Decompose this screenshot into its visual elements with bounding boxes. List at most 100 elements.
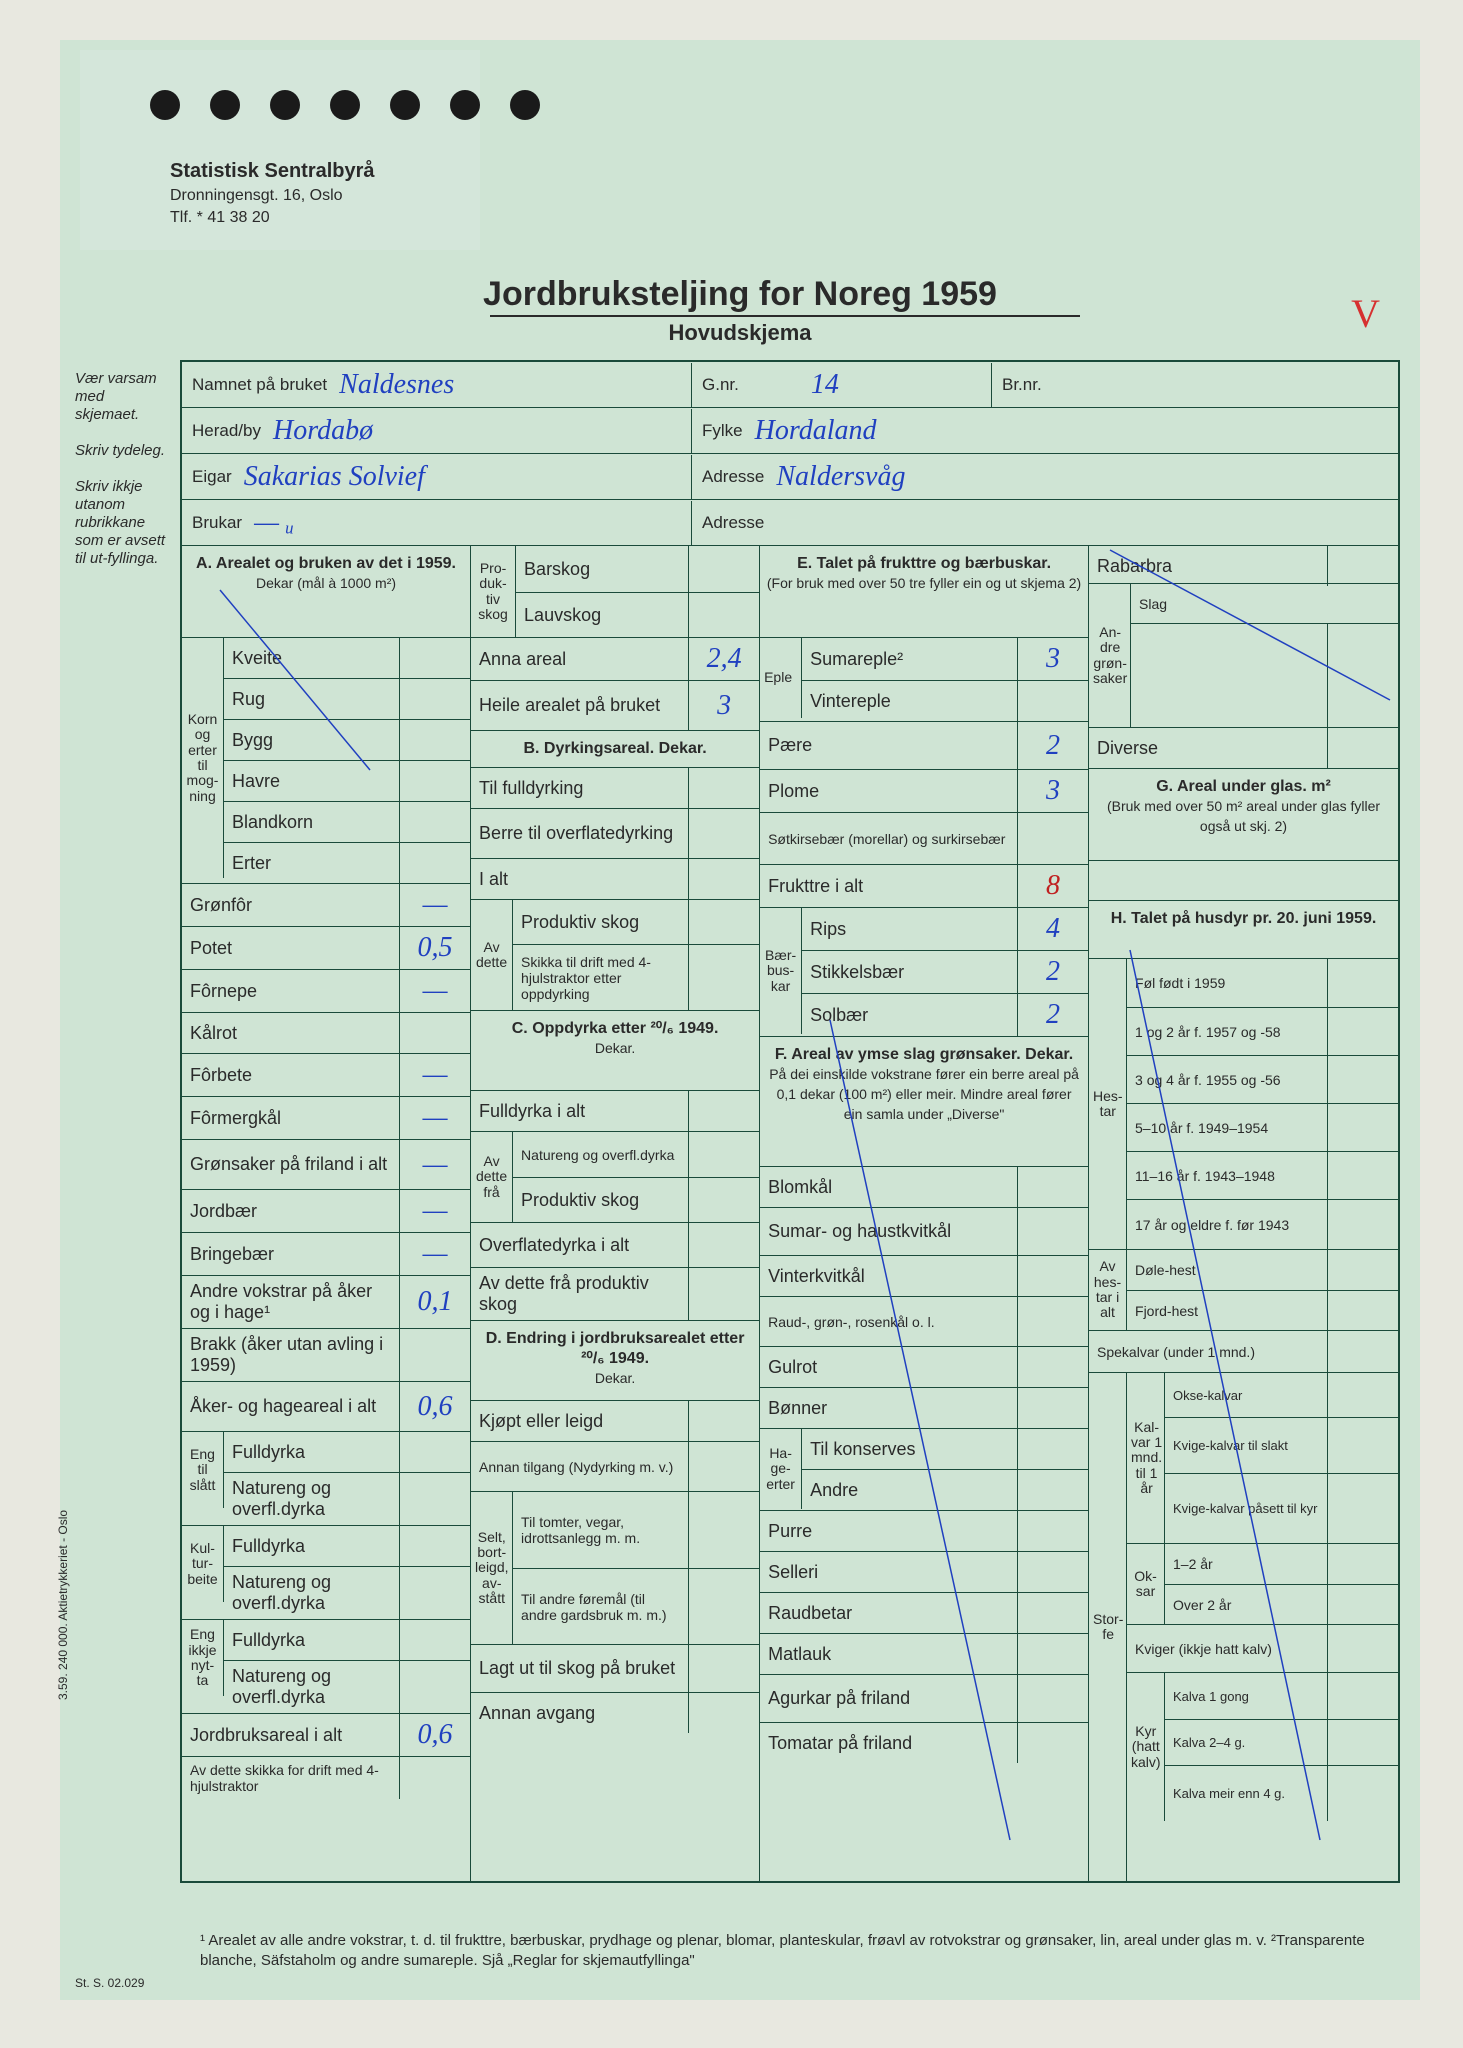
fol: Føl født i 1959 — [1127, 959, 1328, 1007]
gronfor-val: — — [400, 884, 470, 926]
til-full: Til fulldyrking — [471, 768, 689, 808]
selleri: Selleri — [760, 1552, 1018, 1592]
jordbruk-alt-val: 0,6 — [400, 1714, 470, 1756]
org-phone: Tlf. * 41 38 20 — [170, 209, 375, 227]
fornepe: Fôrnepe — [182, 970, 400, 1012]
checkmark: V — [1351, 290, 1380, 337]
jordbaer: Jordbær — [182, 1190, 400, 1232]
gronfor: Grønfôr — [182, 884, 400, 926]
havre: Havre — [224, 761, 400, 801]
b-ialt: I alt — [471, 859, 689, 899]
sec-f-title: F. Areal av ymse slag grønsaker. Dekar. — [775, 1046, 1073, 1063]
spekalvar: Spekalvar (under 1 mnd.) — [1089, 1331, 1328, 1372]
bonner: Bønner — [760, 1388, 1018, 1428]
barskog: Barskog — [516, 546, 689, 592]
formergkal: Fôrmergkål — [182, 1097, 400, 1139]
col-a: A. Arealet og bruken av det i 1959.Dekar… — [182, 546, 471, 1881]
y11-16: 11–16 år f. 1943–1948 — [1127, 1152, 1328, 1199]
d-til-andre: Til andre føremål (til andre gardsbruk m… — [513, 1569, 689, 1644]
herad-label: Herad/by — [192, 421, 261, 441]
f-andre: Andre — [802, 1470, 1018, 1510]
korn-label: Korn og erter til mog-ning — [186, 712, 219, 804]
paere: Pære — [760, 722, 1018, 769]
o-over2: Over 2 år — [1165, 1585, 1328, 1625]
hint-1: Vær varsam med skjemaet. — [75, 370, 170, 424]
fylke-label: Fylke — [702, 421, 743, 441]
col-gh: Rabarbra An-dre grøn-saker Slag Diverse … — [1089, 546, 1398, 1881]
sec-e-title: E. Talet på frukttre og bærbuskar. — [797, 555, 1051, 572]
matlauk: Matlauk — [760, 1634, 1018, 1674]
forbete: Fôrbete — [182, 1054, 400, 1096]
frukttre-alt-val: 8 — [1018, 865, 1088, 907]
side-hints: Vær varsam med skjemaet. Skriv tydeleg. … — [75, 370, 170, 586]
agurkar: Agurkar på friland — [760, 1675, 1018, 1722]
formergkal-val: — — [400, 1097, 470, 1139]
storfe: Stor-fe — [1093, 1612, 1123, 1643]
hint-2: Skriv tydeleg. — [75, 442, 170, 460]
brakk: Brakk (åker utan avling i 1959) — [182, 1329, 400, 1381]
adresse-label: Adresse — [702, 467, 764, 487]
d-selt: Selt, bort-leigd, av-stått — [475, 1530, 508, 1607]
hint-3: Skriv ikkje utanom rubrikkane som er avs… — [75, 478, 170, 568]
kvige-slakt: Kvige-kalvar til slakt — [1165, 1418, 1328, 1473]
blandkorn: Blandkorn — [224, 802, 400, 842]
y17: 17 år og eldre f. før 1943 — [1127, 1200, 1328, 1249]
vinter: Vinterkvitkål — [760, 1256, 1018, 1296]
gnr-val: 14 — [799, 369, 839, 401]
y3-4: 3 og 4 år f. 1955 og -56 — [1127, 1056, 1328, 1103]
c-av-dette-prod: Av dette frå produktiv skog — [471, 1268, 689, 1320]
namnet-label: Namnet på bruket — [192, 375, 327, 395]
vintereple: Vintereple — [802, 681, 1018, 721]
sec-b-title: B. Dyrkingsareal. Dekar. — [471, 731, 759, 768]
fjord: Fjord-hest — [1127, 1291, 1328, 1331]
adresse-val: Naldersvåg — [764, 461, 905, 493]
hage-erter: Ha-ge-erter — [764, 1446, 797, 1492]
kvige-pasett: Kvige-kalvar påsett til kyr — [1165, 1474, 1328, 1543]
eng-slatt: Eng til slått — [186, 1447, 219, 1493]
y5-10: 5–10 år f. 1949–1954 — [1127, 1104, 1328, 1151]
purre: Purre — [760, 1511, 1018, 1551]
gnr-label: G.nr. — [702, 375, 739, 395]
kveite: Kveite — [224, 638, 400, 678]
gronsaker-val: — — [400, 1140, 470, 1189]
aker-hage-val: 0,6 — [400, 1382, 470, 1431]
sec-h-title: H. Talet på husdyr pr. 20. juni 1959. — [1089, 901, 1398, 959]
bringebaer-val: — — [400, 1233, 470, 1275]
rips-val: 4 — [1018, 908, 1088, 950]
natureng-3: Natureng og overfl.dyrka — [224, 1661, 400, 1713]
heile: Heile arealet på bruket — [471, 681, 689, 730]
solbaer-val: 2 — [1018, 994, 1088, 1036]
fylke-val: Hordaland — [743, 415, 877, 447]
form-code: St. S. 02.029 — [75, 1976, 144, 1990]
kalvar: Kal-var 1 mnd. til 1 år — [1131, 1420, 1162, 1497]
stikkels: Stikkelsbær — [802, 951, 1018, 993]
solbaer: Solbær — [802, 994, 1018, 1036]
gulrot: Gulrot — [760, 1347, 1018, 1387]
natureng-2: Natureng og overfl.dyrka — [224, 1567, 400, 1619]
y1-2: 1 og 2 år f. 1957 og -58 — [1127, 1008, 1328, 1055]
d-annan-avgang: Annan avgang — [471, 1693, 689, 1733]
main-form: Namnet på bruketNaldesnes G.nr.14 Br.nr.… — [180, 360, 1400, 1883]
sumar: Sumar- og haustkvitkål — [760, 1208, 1018, 1255]
page: Statistisk Sentralbyrå Dronningensgt. 16… — [60, 40, 1420, 2000]
col-bcd: Pro-duk-tiv skog Barskog Lauvskog Anna a… — [471, 546, 760, 1881]
plome-val: 3 — [1018, 770, 1088, 812]
fulldyrka-1: Fulldyrka — [224, 1432, 400, 1472]
dole: Døle-hest — [1127, 1250, 1328, 1290]
sec-f-sub: På dei einskilde vokstrane fører ein ber… — [769, 1066, 1079, 1122]
rug: Rug — [224, 679, 400, 719]
kyr: Kyr (hatt kalv) — [1131, 1724, 1161, 1770]
brukar-val: — ᵤ — [242, 507, 294, 539]
fornepe-val: — — [400, 970, 470, 1012]
b-prodskog: Produktiv skog — [513, 900, 689, 944]
potet-val: 0,5 — [400, 927, 470, 969]
anna-val: 2,4 — [689, 638, 759, 680]
d-kjopt: Kjøpt eller leigd — [471, 1401, 689, 1441]
okse-kalvar: Okse-kalvar — [1165, 1373, 1328, 1417]
d-til-tomter: Til tomter, vegar, idrottsanlegg m. m. — [513, 1492, 689, 1568]
slag-hdr: Slag — [1131, 584, 1398, 624]
stikkels-val: 2 — [1018, 951, 1088, 993]
anna-areal: Anna areal — [471, 638, 689, 680]
c-prodskog: Produktiv skog — [513, 1178, 689, 1222]
eple: Eple — [764, 670, 792, 685]
